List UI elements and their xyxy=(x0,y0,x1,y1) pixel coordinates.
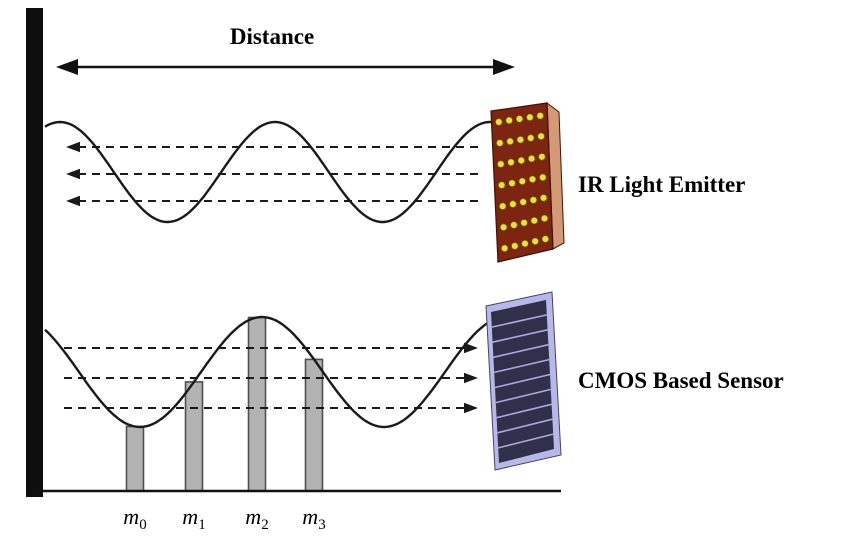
led-dot xyxy=(531,237,539,245)
received-ray-arrows xyxy=(64,342,478,414)
led-dot xyxy=(501,244,509,252)
sensor-stripe xyxy=(492,329,548,343)
led-dot xyxy=(516,136,525,144)
sample-label-m2: m2 xyxy=(245,504,268,533)
sample-bars xyxy=(125,316,324,492)
led-dot xyxy=(521,240,529,248)
led-dot xyxy=(505,116,513,124)
cmos-sensor-panel xyxy=(485,291,562,471)
emitted-ray xyxy=(66,195,478,207)
sensor-stripe xyxy=(494,358,550,374)
sensor-label: CMOS Based Sensor xyxy=(578,368,784,393)
led-dot xyxy=(496,139,504,147)
led-dot xyxy=(499,202,507,210)
wall-bar xyxy=(26,8,43,497)
led-dot xyxy=(526,113,534,121)
sample-bar-m0 xyxy=(125,425,145,492)
emitted-ray-arrows xyxy=(66,141,478,207)
sensor-stripe-lines xyxy=(491,314,554,449)
sample-label-m0: m0 xyxy=(123,504,146,533)
led-dot xyxy=(539,173,547,181)
emitted-wave xyxy=(44,120,493,224)
sensor-stripe xyxy=(498,433,554,449)
led-dot xyxy=(519,198,527,206)
sensor-stripe xyxy=(496,403,552,419)
sample-bar-m3 xyxy=(304,358,324,492)
led-dot xyxy=(497,160,505,168)
led-dot xyxy=(541,235,550,243)
sensor-stripe xyxy=(491,314,547,328)
received-ray xyxy=(64,342,478,354)
distance-arrowhead-right xyxy=(493,59,515,75)
led-dot xyxy=(540,214,549,222)
led-dot xyxy=(510,221,518,229)
emitted-ray-head xyxy=(66,195,80,207)
sample-label-m1: m1 xyxy=(182,504,205,533)
led-dot xyxy=(520,219,528,227)
sample-label-m3: m3 xyxy=(302,504,325,533)
sensor-stripe xyxy=(497,418,553,434)
received-wave xyxy=(44,315,490,429)
led-dot xyxy=(517,156,525,165)
led-dot xyxy=(515,115,524,123)
received-ray-head xyxy=(464,342,478,354)
led-dot xyxy=(509,200,517,208)
led-dot xyxy=(507,158,515,166)
led-dot xyxy=(498,181,506,189)
sample-labels: m0 m1 m2 m3 xyxy=(123,504,325,533)
led-dot xyxy=(537,132,545,140)
led-dot xyxy=(500,223,508,231)
led-dot xyxy=(518,177,526,185)
led-dot xyxy=(495,118,503,126)
received-ray-head xyxy=(464,372,478,384)
led-dot xyxy=(506,137,514,145)
ir-emitter-panel xyxy=(490,101,565,263)
emitted-ray-head xyxy=(66,168,80,180)
received-ray-head xyxy=(464,402,478,414)
led-dot xyxy=(527,134,535,142)
led-dot xyxy=(511,242,519,250)
led-dot xyxy=(536,112,544,120)
sample-bar-m1 xyxy=(184,381,204,492)
emitter-label: IR Light Emitter xyxy=(578,172,745,197)
emitted-ray-head xyxy=(66,141,80,153)
sensor-stripe xyxy=(494,373,551,389)
received-ray xyxy=(64,402,478,414)
received-ray xyxy=(64,372,478,384)
sensor-stripe xyxy=(495,388,551,404)
led-dot xyxy=(538,153,546,161)
sensor-stripe xyxy=(493,343,549,359)
distance-arrowhead-left xyxy=(56,59,78,75)
led-dot xyxy=(508,179,516,187)
distance-label: Distance xyxy=(230,24,314,49)
led-dot xyxy=(528,175,537,183)
led-dot xyxy=(527,155,536,163)
sample-bar-m2 xyxy=(247,316,267,492)
emitted-ray xyxy=(66,168,478,180)
led-dot xyxy=(530,217,538,225)
led-dot xyxy=(529,196,538,204)
led-dot xyxy=(539,194,548,202)
distance-arrow xyxy=(56,59,515,75)
emitted-ray xyxy=(66,141,478,153)
emitter-led-grid xyxy=(495,112,550,252)
